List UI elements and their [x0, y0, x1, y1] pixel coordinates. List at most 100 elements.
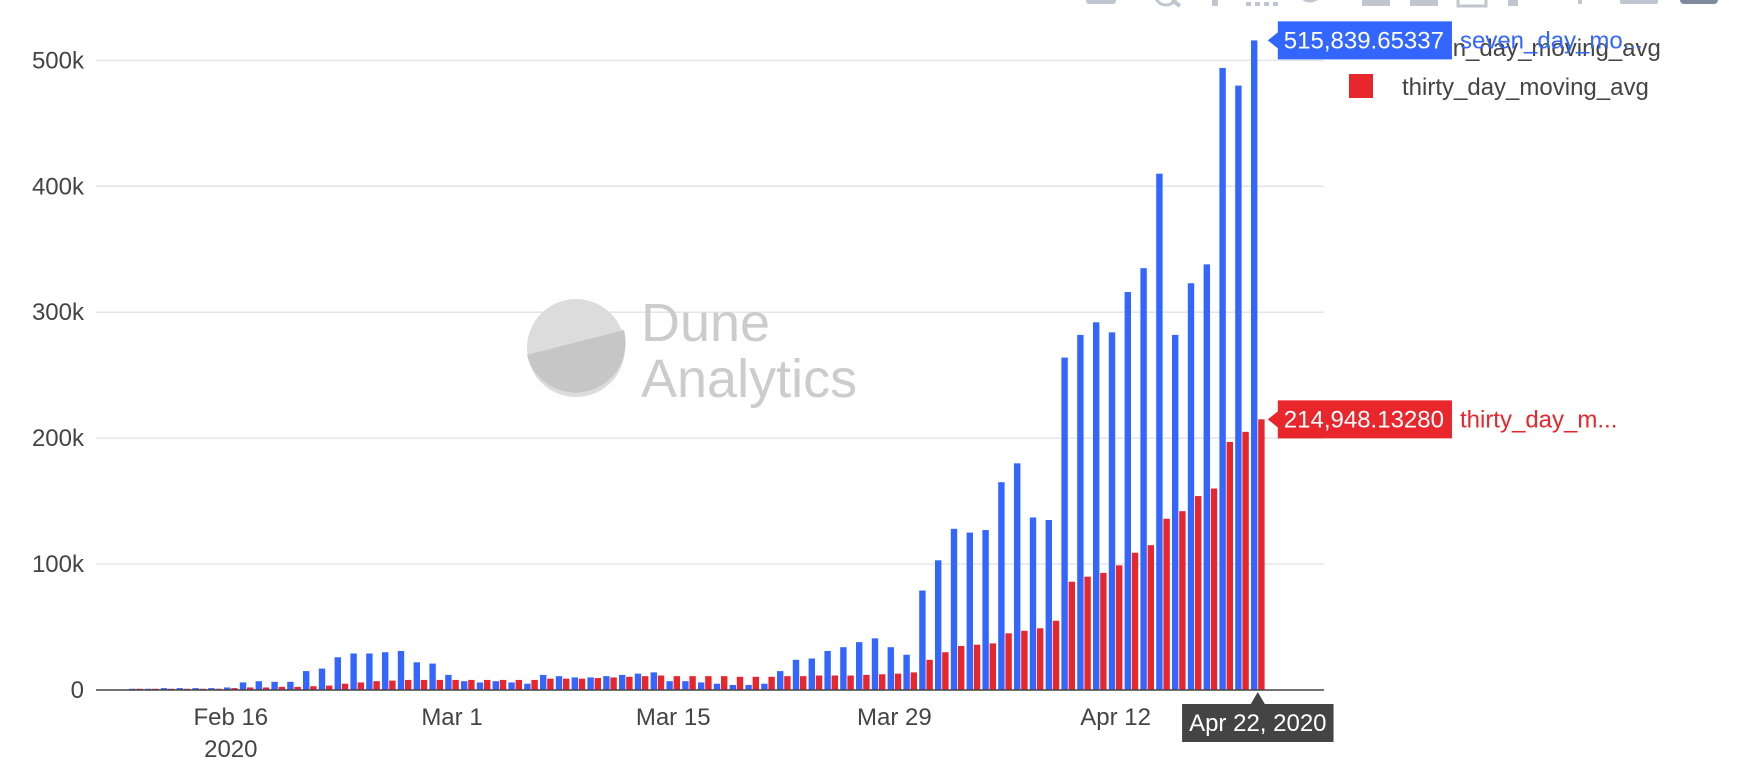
bar-seven-day[interactable]	[413, 662, 420, 690]
bar-seven-day[interactable]	[476, 682, 484, 690]
bar-seven-day[interactable]	[713, 683, 721, 690]
bar-thirty-day[interactable]	[1147, 545, 1154, 690]
bar-seven-day[interactable]	[1077, 334, 1084, 690]
bar-thirty-day[interactable]	[515, 679, 522, 690]
bar-thirty-day[interactable]	[768, 676, 775, 690]
bar-seven-day[interactable]	[1014, 463, 1021, 690]
bar-seven-day[interactable]	[571, 677, 578, 690]
bar-thirty-day[interactable]	[547, 678, 554, 690]
hover-closest-icon[interactable]	[1620, 0, 1658, 4]
select-icon[interactable]	[1246, 2, 1278, 6]
bar-thirty-day[interactable]	[942, 652, 949, 690]
bar-thirty-day[interactable]	[405, 679, 412, 690]
legend-item-thirty-day[interactable]: thirty_day_moving_avg	[1349, 74, 1649, 101]
bar-seven-day[interactable]	[745, 684, 752, 690]
bar-seven-day[interactable]	[1235, 85, 1242, 690]
pan-icon[interactable]	[1212, 0, 1218, 6]
bar-thirty-day[interactable]	[973, 644, 981, 690]
bar-thirty-day[interactable]	[499, 679, 507, 690]
bar-thirty-day[interactable]	[1116, 565, 1123, 690]
bar-thirty-day[interactable]	[1210, 488, 1218, 690]
bar-thirty-day[interactable]	[531, 679, 538, 690]
bar-thirty-day[interactable]	[310, 686, 317, 690]
bar-seven-day[interactable]	[1029, 517, 1037, 690]
bar-seven-day[interactable]	[350, 653, 357, 690]
zoom-in-icon[interactable]	[1362, 0, 1390, 6]
bar-seven-day[interactable]	[318, 668, 326, 690]
bar-thirty-day[interactable]	[736, 676, 744, 690]
bar-thirty-day[interactable]	[752, 676, 759, 690]
bar-thirty-day[interactable]	[563, 678, 570, 690]
bar-thirty-day[interactable]	[262, 687, 270, 690]
bar-seven-day[interactable]	[1140, 268, 1147, 690]
bar-seven-day[interactable]	[682, 681, 689, 690]
bar-thirty-day[interactable]	[436, 679, 443, 690]
bar-seven-day[interactable]	[1172, 334, 1179, 690]
bar-seven-day[interactable]	[176, 688, 183, 690]
bar-thirty-day[interactable]	[894, 673, 902, 690]
bar-thirty-day[interactable]	[231, 688, 238, 690]
bar-thirty-day[interactable]	[657, 675, 665, 690]
bar-thirty-day[interactable]	[1068, 581, 1075, 690]
bar-thirty-day[interactable]	[1037, 628, 1044, 690]
bar-thirty-day[interactable]	[278, 686, 285, 690]
bar-seven-day[interactable]	[1251, 40, 1258, 691]
bar-thirty-day[interactable]	[673, 676, 680, 690]
hover-compare-icon[interactable]	[1680, 0, 1718, 4]
bar-thirty-day[interactable]	[1131, 552, 1139, 690]
bar-seven-day[interactable]	[239, 682, 247, 690]
bar-seven-day[interactable]	[619, 674, 626, 690]
bar-seven-day[interactable]	[524, 683, 531, 690]
bar-thirty-day[interactable]	[784, 676, 791, 690]
zoom-out-icon[interactable]	[1410, 0, 1438, 6]
bar-thirty-day[interactable]	[815, 675, 823, 690]
bar-thirty-day[interactable]	[642, 676, 649, 690]
bar-seven-day[interactable]	[255, 681, 262, 690]
bar-thirty-day[interactable]	[452, 679, 459, 690]
bar-seven-day[interactable]	[382, 652, 389, 690]
bar-seven-day[interactable]	[303, 671, 310, 690]
bar-seven-day[interactable]	[966, 532, 973, 690]
bar-seven-day[interactable]	[650, 672, 657, 690]
bar-seven-day[interactable]	[461, 681, 468, 690]
bar-seven-day[interactable]	[492, 681, 499, 690]
bar-thirty-day[interactable]	[721, 676, 728, 690]
bar-seven-day[interactable]	[1187, 283, 1195, 690]
autoscale-icon[interactable]	[1456, 0, 1488, 8]
bar-seven-day[interactable]	[919, 590, 926, 690]
bar-seven-day[interactable]	[540, 674, 547, 690]
bar-seven-day[interactable]	[1219, 67, 1226, 691]
bar-thirty-day[interactable]	[705, 676, 712, 690]
bar-seven-day[interactable]	[982, 530, 989, 690]
bar-seven-day[interactable]	[1156, 173, 1163, 690]
bar-thirty-day[interactable]	[910, 672, 917, 690]
bar-thirty-day[interactable]	[373, 681, 380, 690]
bar-seven-day[interactable]	[903, 654, 910, 690]
bar-thirty-day[interactable]	[847, 675, 854, 690]
bar-seven-day[interactable]	[998, 482, 1005, 690]
bar-seven-day[interactable]	[1045, 520, 1052, 690]
bar-seven-day[interactable]	[698, 682, 705, 690]
bar-thirty-day[interactable]	[326, 685, 333, 690]
bar-thirty-day[interactable]	[247, 687, 254, 690]
bar-seven-day[interactable]	[634, 673, 642, 690]
bar-thirty-day[interactable]	[689, 676, 696, 690]
bar-thirty-day[interactable]	[1258, 419, 1265, 690]
bar-thirty-day[interactable]	[468, 679, 475, 690]
bar-seven-day[interactable]	[508, 682, 515, 690]
bar-thirty-day[interactable]	[926, 659, 933, 690]
bar-seven-day[interactable]	[824, 650, 831, 690]
bar-thirty-day[interactable]	[1005, 633, 1012, 690]
bar-seven-day[interactable]	[192, 688, 199, 690]
bar-thirty-day[interactable]	[626, 676, 633, 690]
bar-seven-day[interactable]	[160, 688, 168, 690]
bar-thirty-day[interactable]	[800, 676, 807, 690]
bar-thirty-day[interactable]	[989, 643, 996, 690]
bar-thirty-day[interactable]	[484, 679, 491, 690]
bar-seven-day[interactable]	[1061, 357, 1068, 690]
bar-seven-day[interactable]	[1203, 264, 1210, 690]
bar-seven-day[interactable]	[856, 642, 863, 690]
bar-seven-day[interactable]	[950, 528, 958, 690]
bar-seven-day[interactable]	[334, 657, 341, 690]
bar-seven-day[interactable]	[1093, 322, 1100, 690]
